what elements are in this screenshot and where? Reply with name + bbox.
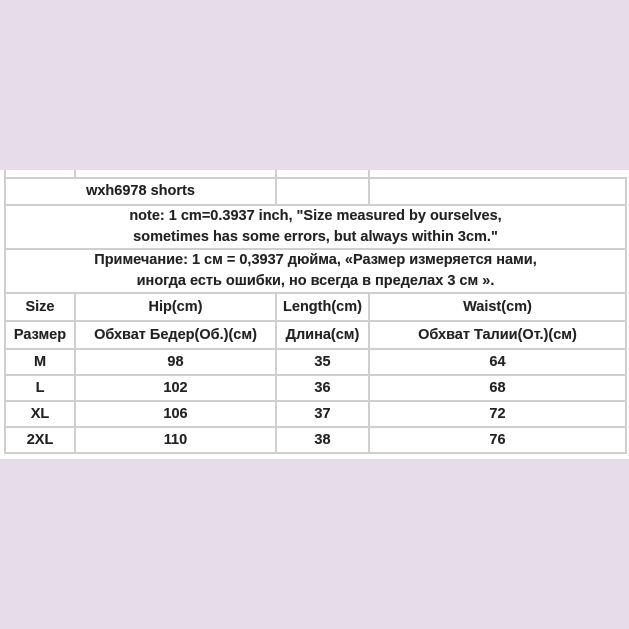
waist-cell: 76 [368, 426, 627, 454]
header-length-ru: Длина(см) [275, 320, 370, 350]
length-cell: 37 [275, 400, 370, 428]
note-ru: Примечание: 1 см = 0,3937 дюйма, «Размер… [4, 248, 627, 294]
header-length: Length(cm) [275, 292, 370, 322]
waist-cell: 64 [368, 348, 627, 376]
product-title: wxh6978 shorts [4, 177, 277, 206]
table-row: L 102 36 68 [4, 374, 627, 402]
size-cell: L [4, 374, 76, 402]
table-row: 2XL 110 38 76 [4, 426, 627, 454]
hip-cell: 98 [74, 348, 277, 376]
note-en-line-1: note: 1 cm=0.3937 inch, "Size measured b… [129, 208, 502, 224]
length-cell: 36 [275, 374, 370, 402]
waist-cell: 72 [368, 400, 627, 428]
note-ru-line-2: иногда есть ошибки, но всегда в пределах… [136, 273, 495, 289]
size-cell: M [4, 348, 76, 376]
header-waist: Waist(cm) [368, 292, 627, 322]
title-row: wxh6978 shorts [4, 177, 627, 206]
size-cell: 2XL [4, 426, 76, 454]
hip-cell: 106 [74, 400, 277, 428]
size-chart: wxh6978 shorts note: 1 cm=0.3937 inch, "… [0, 170, 629, 459]
header-row-ru: Размер Обхват Бедер(Об.)(см) Длина(см) О… [4, 320, 627, 350]
hip-cell: 102 [74, 374, 277, 402]
note-ru-row: Примечание: 1 см = 0,3937 дюйма, «Размер… [4, 248, 627, 294]
length-cell: 35 [275, 348, 370, 376]
header-hip-ru: Обхват Бедер(Об.)(см) [74, 320, 277, 350]
note-ru-line-1: Примечание: 1 см = 0,3937 дюйма, «Размер… [94, 252, 537, 268]
size-table: wxh6978 shorts note: 1 cm=0.3937 inch, "… [4, 177, 627, 454]
header-waist-ru: Обхват Талии(От.)(см) [368, 320, 627, 350]
empty-cell [368, 177, 627, 206]
length-cell: 38 [275, 426, 370, 454]
note-en-line-2: sometimes has some errors, but always wi… [133, 229, 498, 245]
header-row-en: Size Hip(cm) Length(cm) Waist(cm) [4, 292, 627, 322]
header-size: Size [4, 292, 76, 322]
waist-cell: 68 [368, 374, 627, 402]
header-size-ru: Размер [4, 320, 76, 350]
note-en: note: 1 cm=0.3937 inch, "Size measured b… [4, 204, 627, 250]
top-strip [4, 170, 625, 177]
header-hip: Hip(cm) [74, 292, 277, 322]
empty-cell [275, 177, 370, 206]
hip-cell: 110 [74, 426, 277, 454]
table-row: XL 106 37 72 [4, 400, 627, 428]
size-cell: XL [4, 400, 76, 428]
table-row: M 98 35 64 [4, 348, 627, 376]
note-en-row: note: 1 cm=0.3937 inch, "Size measured b… [4, 204, 627, 250]
